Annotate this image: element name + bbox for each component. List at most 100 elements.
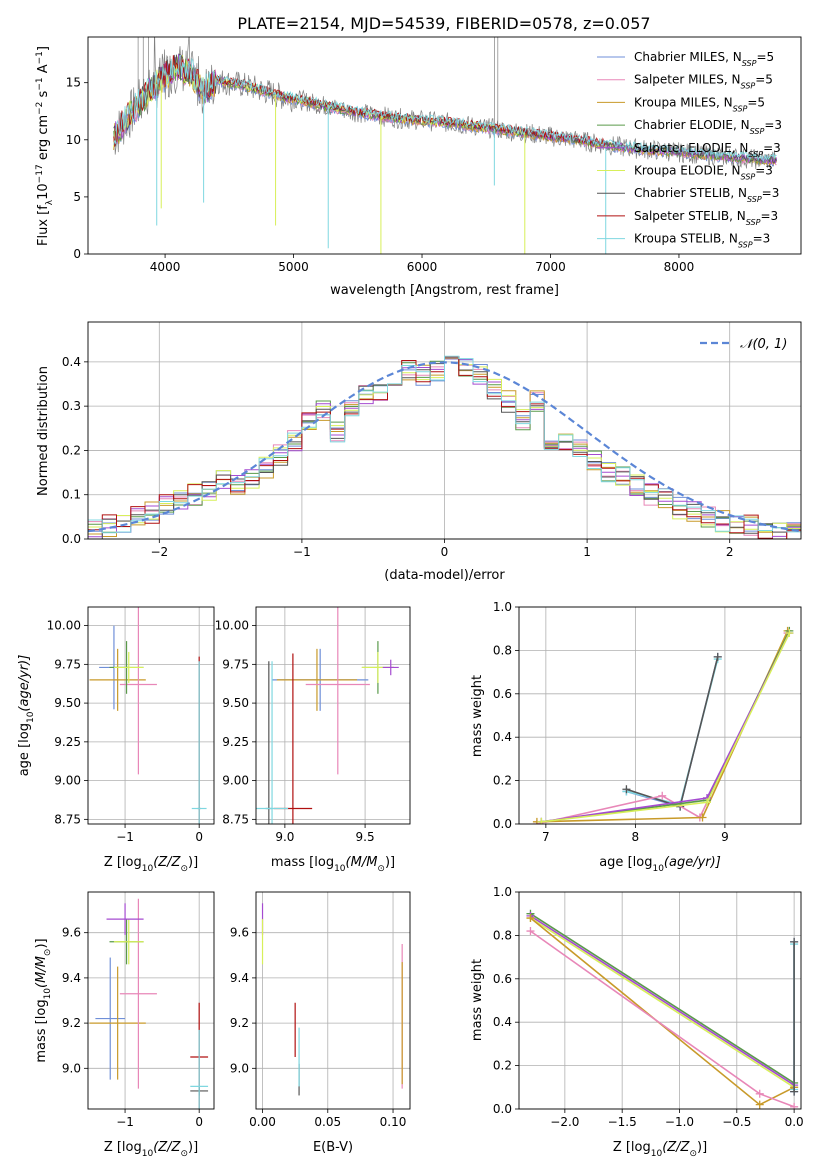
axes-frame xyxy=(518,891,802,1110)
y-tick-label: 8.75 xyxy=(54,812,81,826)
x-axis-label: Z [log10(Z/Z⊙)] xyxy=(104,855,198,874)
plot-area xyxy=(261,903,403,1096)
x-tick-label: 0.00 xyxy=(249,1115,276,1129)
y-tick-label: 9.4 xyxy=(62,971,81,985)
x-axis-label: age [log10(age/yr)] xyxy=(599,855,721,874)
legend-entry: Chabrier STELIB, NSSP=3 xyxy=(634,186,779,204)
x-tick-label: 0 xyxy=(195,1115,203,1129)
mass-weight-line xyxy=(541,630,791,823)
x-axis-label: Z [log10(Z/Z⊙)] xyxy=(104,1140,198,1159)
mass-weight-marker xyxy=(790,1102,799,1109)
plot-area xyxy=(89,607,207,824)
plot-area xyxy=(89,898,209,1109)
y-tick-label: 0.4 xyxy=(62,355,81,369)
x-tick-label: −1 xyxy=(293,545,311,559)
x-tick-label: 4000 xyxy=(150,260,181,274)
model-spectrum-salpeter-stelib xyxy=(113,54,606,147)
mass-weight-marker xyxy=(713,652,722,661)
mass-weight-line xyxy=(530,915,795,1086)
mass-weight-marker xyxy=(622,785,631,794)
mass-weight-line xyxy=(626,656,719,808)
x-tick-label: 9.0 xyxy=(275,830,294,844)
x-tick-label: 0 xyxy=(195,830,203,844)
legend-entry: Kroupa ELODIE, NSSP=3 xyxy=(634,164,773,182)
spectrum-panel: 4000 5000 6000 7000 8000 0 5 10 15 wavelength [An… xyxy=(35,36,802,298)
mass-weight-vs-age-panel: 7 8 9 0.0 0.2 0.4 0.6 0.8 1.0 age [log10(age/yr)]… xyxy=(470,600,802,874)
plot-area xyxy=(526,909,799,1109)
y-tick-label: 9.75 xyxy=(222,657,249,671)
legend-entry: Salpeter MILES, NSSP=5 xyxy=(634,73,773,91)
x-tick-label: 0.0 xyxy=(785,1115,804,1129)
x-tick-label: 0 xyxy=(441,545,449,559)
x-tick-label: −1 xyxy=(116,830,134,844)
y-tick-label: 9.6 xyxy=(230,926,249,940)
y-tick-label: 1.0 xyxy=(493,885,512,899)
mass-weight-line xyxy=(530,930,795,1108)
mass-weight-marker xyxy=(703,798,711,807)
y-axis-label: Flux [fλ10−17 erg cm−2 s−1 A−1] xyxy=(35,46,55,246)
axes-frame xyxy=(87,891,215,1110)
y-axis-label: mass weight xyxy=(470,959,485,1041)
y-tick-label: 5 xyxy=(73,190,81,204)
axes-frame xyxy=(87,606,215,825)
y-axis-label: mass weight xyxy=(470,675,485,757)
mass-weight-line xyxy=(541,632,791,823)
y-tick-label: 0.0 xyxy=(62,532,81,546)
y-tick-label: 0.8 xyxy=(493,643,512,657)
y-tick-label: 9.25 xyxy=(222,735,249,749)
x-tick-label: 7000 xyxy=(535,260,566,274)
x-axis-label: E(B-V) xyxy=(313,1140,353,1155)
x-tick-label: 9.5 xyxy=(356,830,375,844)
legend-entry: Chabrier MILES, NSSP=5 xyxy=(634,50,774,68)
y-tick-label: 9.00 xyxy=(222,774,249,788)
mass-weight-marker xyxy=(658,791,667,800)
y-tick-label: 9.50 xyxy=(222,696,249,710)
mass-weight-marker xyxy=(790,937,799,946)
mass-weight-line xyxy=(530,913,795,1084)
y-tick-label: 9.6 xyxy=(62,926,81,940)
mass-weight-line xyxy=(530,917,795,1088)
plot-area xyxy=(256,607,399,824)
x-tick-label: −2 xyxy=(150,545,168,559)
y-tick-label: 9.0 xyxy=(62,1061,81,1075)
y-tick-label: 0.6 xyxy=(493,972,512,986)
x-tick-label: 7 xyxy=(542,830,550,844)
mass-weight-marker xyxy=(698,813,707,822)
y-tick-label: 9.4 xyxy=(230,971,249,985)
legend-entry: 𝒩(0, 1) xyxy=(740,337,787,352)
x-tick-label: 5000 xyxy=(278,260,309,274)
axes-frame xyxy=(87,321,802,540)
y-tick-label: 0.2 xyxy=(493,774,512,788)
x-tick-label: 6000 xyxy=(407,260,438,274)
plot-area xyxy=(88,355,801,539)
legend-entry: Kroupa STELIB, NSSP=3 xyxy=(634,232,770,250)
legend-entry: Salpeter STELIB, NSSP=3 xyxy=(634,209,778,227)
x-tick-label: 0.05 xyxy=(314,1115,341,1129)
x-tick-label: −0.5 xyxy=(722,1115,751,1129)
y-tick-label: 10 xyxy=(66,133,81,147)
y-tick-label: 0.3 xyxy=(62,399,81,413)
mass-weight-line xyxy=(626,656,719,808)
y-tick-label: 0.0 xyxy=(493,817,512,831)
axes-frame xyxy=(87,36,802,255)
axes-frame xyxy=(255,891,411,1110)
y-tick-label: 15 xyxy=(66,76,81,90)
age-vs-metallicity-panel: −1 0 8.75 9.00 9.25 9.50 9.75 10.00 Z [log10(Z/Z… xyxy=(17,606,215,874)
legend-entry: Salpeter ELODIE, NSSP=3 xyxy=(634,141,781,159)
x-axis-label: mass [log10(M/M⊙)] xyxy=(271,855,395,874)
mass-weight-marker xyxy=(755,1089,764,1098)
mass-weight-marker xyxy=(785,629,794,638)
y-tick-label: 9.2 xyxy=(230,1016,249,1030)
mass-weight-line xyxy=(541,632,791,823)
x-axis-label: Z [log10(Z/Z⊙)] xyxy=(613,1140,707,1159)
y-tick-label: 0.4 xyxy=(493,1015,512,1029)
y-tick-label: 0 xyxy=(73,247,81,261)
x-tick-label: −1.0 xyxy=(665,1115,694,1129)
y-axis-label: Normed distribution xyxy=(36,366,51,496)
mass-vs-metallicity-panel: −1 0 9.0 9.2 9.4 9.6 Z [log10(Z/Z⊙)] mass [log1… xyxy=(34,891,215,1159)
y-tick-label: 0.8 xyxy=(493,928,512,942)
mass-weight-vs-metallicity-panel: −2.0 −1.5 −1.0 −0.5 0.0 0.0 0.2 0.4 0.6 0.8 1.0 Z [… xyxy=(470,885,804,1159)
mass-weight-marker xyxy=(526,927,535,936)
x-axis-label: (data-model)/error xyxy=(384,568,505,583)
